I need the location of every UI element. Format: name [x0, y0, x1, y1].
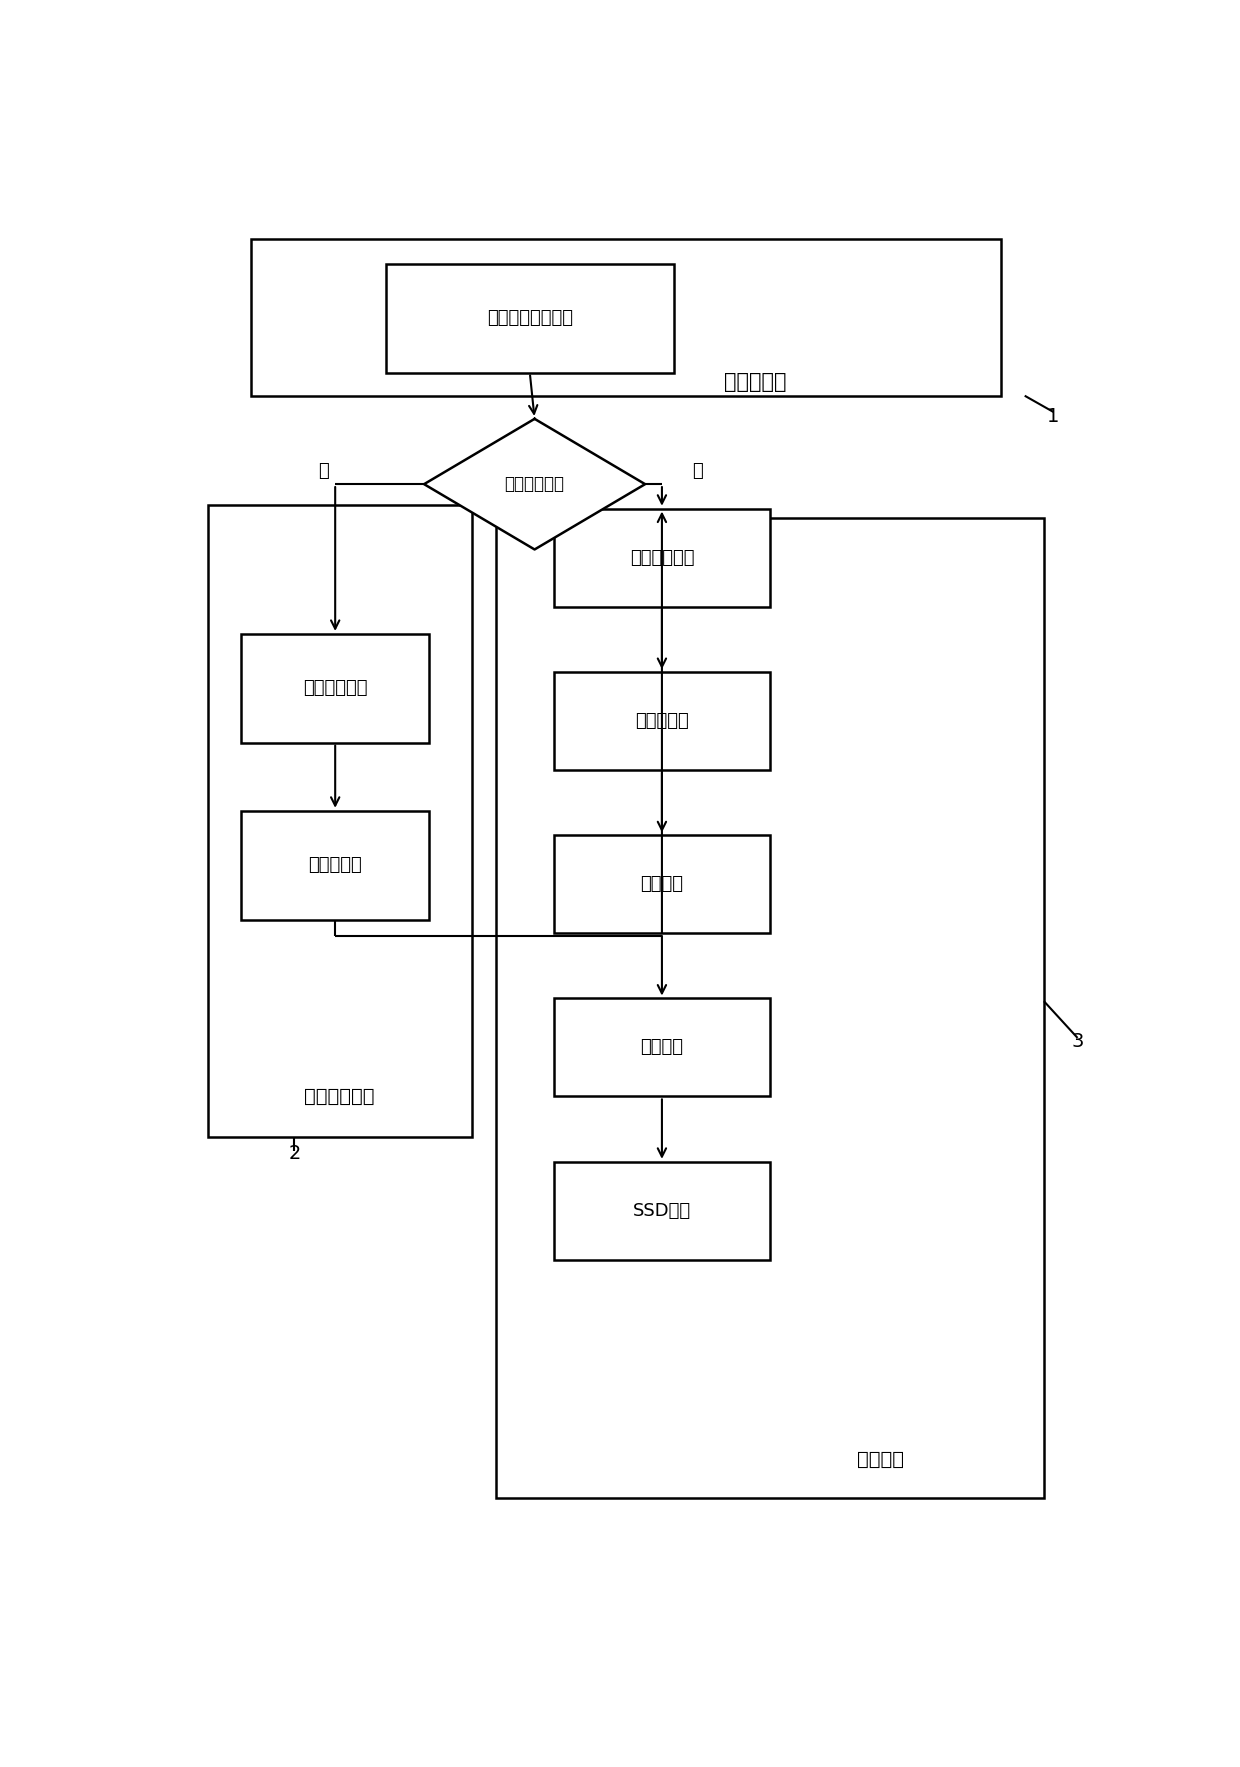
Text: 标定处理模块: 标定处理模块 [304, 1087, 374, 1106]
Text: 测距模块: 测距模块 [857, 1451, 904, 1468]
Bar [208, 505, 472, 1138]
Text: 是否需要标定: 是否需要标定 [505, 475, 564, 493]
Text: 角点提取: 角点提取 [640, 1039, 683, 1057]
Bar [554, 671, 770, 770]
Bar [386, 263, 675, 373]
Text: 否: 否 [693, 461, 703, 479]
Text: 2: 2 [288, 1143, 300, 1163]
Polygon shape [424, 419, 645, 550]
Text: 模板匹配: 模板匹配 [640, 875, 683, 892]
Text: 双目采集原始图像: 双目采集原始图像 [487, 309, 573, 327]
Bar [554, 836, 770, 933]
Bar [250, 239, 1001, 396]
Text: 图像畟变校正: 图像畟变校正 [630, 548, 694, 567]
Text: 卡尔曼预测: 卡尔曼预测 [635, 712, 688, 730]
Text: 是: 是 [317, 461, 329, 479]
Bar [554, 1161, 770, 1260]
Text: 1: 1 [1048, 406, 1060, 426]
Text: 3: 3 [1071, 1032, 1084, 1051]
Text: 光学传感器: 光学传感器 [724, 373, 787, 392]
Bar [242, 634, 429, 742]
Bar [554, 998, 770, 1096]
Bar [496, 518, 1044, 1498]
Text: SSD计算: SSD计算 [632, 1202, 691, 1219]
Bar [554, 509, 770, 606]
Text: 坐标系标定: 坐标系标定 [309, 857, 362, 875]
Text: 双目立体标定: 双目立体标定 [303, 679, 367, 698]
Bar [242, 811, 429, 919]
